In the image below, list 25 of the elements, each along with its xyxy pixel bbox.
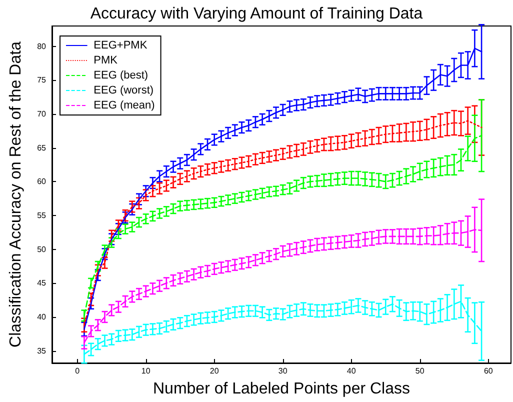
- x-tick-label: 50: [415, 366, 425, 376]
- y-tick-label: 45: [37, 278, 47, 288]
- y-tick-label: 70: [37, 109, 47, 118]
- x-tick-label: 60: [484, 366, 494, 376]
- y-tick-label: 50: [37, 244, 47, 254]
- y-axis-title: Classification Accuracy on Rest of the Data: [8, 41, 24, 348]
- x-axis-title: Number of Labeled Points per Class: [152, 380, 410, 398]
- chart-title: Accuracy with Varying Amount of Training Data: [90, 6, 423, 22]
- y-tick-label: 80: [37, 42, 47, 51]
- y-tick-label: 55: [37, 210, 47, 220]
- x-tick-label: 10: [141, 366, 151, 376]
- y-tick-label: 75: [37, 76, 47, 85]
- x-tick-label: 20: [210, 366, 220, 376]
- x-tick-label: 40: [346, 366, 356, 376]
- legend-label: EEG (worst): [94, 84, 154, 96]
- y-tick-label: 35: [37, 346, 47, 356]
- legend-label: EEG+PMK: [94, 40, 148, 52]
- y-tick-label: 60: [37, 177, 47, 186]
- x-tick-label: 0: [75, 366, 80, 376]
- legend-label: EEG (best): [94, 70, 148, 82]
- y-tick-label: 65: [37, 143, 47, 152]
- x-tick-label: 30: [278, 366, 288, 376]
- y-tick-label: 40: [37, 312, 47, 322]
- legend-label: EEG (mean): [94, 100, 155, 112]
- legend-label: PMK: [94, 54, 118, 66]
